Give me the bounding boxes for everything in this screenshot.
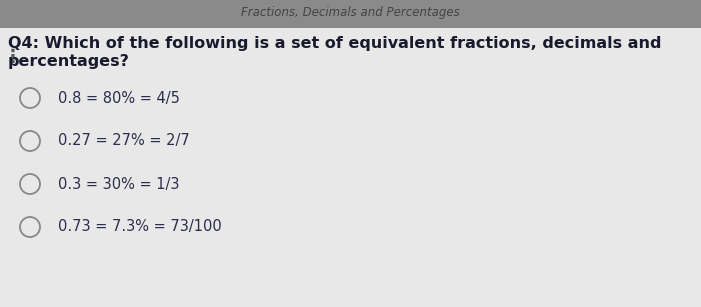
FancyBboxPatch shape: [0, 28, 701, 307]
Text: 0.27 = 27% = 2/7: 0.27 = 27% = 2/7: [58, 134, 190, 149]
Text: Q4: Which of the following is a set of equivalent fractions, decimals and: Q4: Which of the following is a set of e…: [8, 36, 662, 51]
Text: Fractions, Decimals and Percentages: Fractions, Decimals and Percentages: [241, 6, 460, 19]
Text: percentages?: percentages?: [8, 54, 130, 69]
Text: 0.73 = 7.3% = 73/100: 0.73 = 7.3% = 73/100: [58, 220, 222, 235]
Text: ⋮: ⋮: [4, 48, 22, 66]
Text: 0.3 = 30% = 1/3: 0.3 = 30% = 1/3: [58, 177, 179, 192]
FancyBboxPatch shape: [0, 0, 701, 28]
Text: 0.8 = 80% = 4/5: 0.8 = 80% = 4/5: [58, 91, 180, 106]
